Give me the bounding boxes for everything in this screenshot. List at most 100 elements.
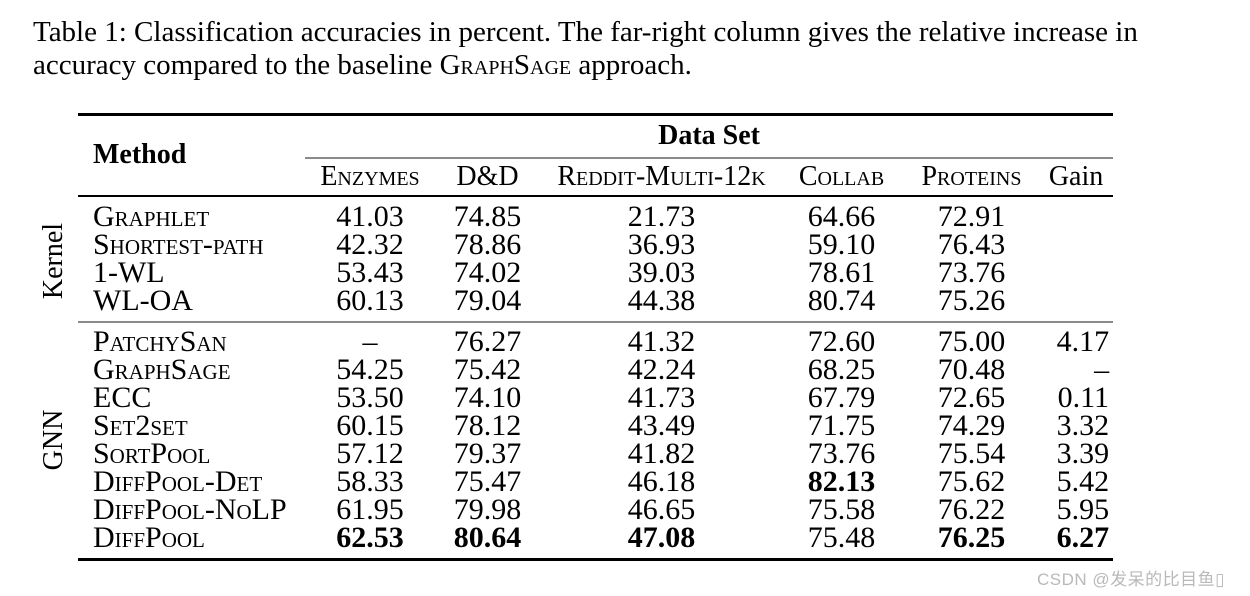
table-row: SortPool 57.12 79.37 41.82 73.76 75.54 3… xyxy=(78,436,1113,470)
value-cell: 72.65 xyxy=(937,380,1006,414)
value-cell: 74.10 xyxy=(453,380,522,414)
table-caption: Table 1: Classification accuracies in pe… xyxy=(33,16,1208,82)
value-cell: 67.79 xyxy=(807,380,876,414)
table-row: DiffPool-NoLP 61.95 79.98 46.65 75.58 76… xyxy=(78,492,1113,526)
gain-cell: 3.39 xyxy=(1056,436,1110,470)
gain-cell: 3.32 xyxy=(1056,408,1110,442)
value-cell: 80.64 xyxy=(453,520,522,554)
table-row: WL-OA 60.13 79.04 44.38 80.74 75.26 xyxy=(78,285,1114,323)
value-cell: 41.82 xyxy=(627,436,696,470)
method-cell: Set2set xyxy=(93,408,188,442)
value-cell: 44.38 xyxy=(540,285,783,323)
value-cell: 47.08 xyxy=(627,520,696,554)
value-cell: 21.73 xyxy=(627,199,696,233)
value-cell: 70.48 xyxy=(937,352,1006,386)
value-cell: 68.25 xyxy=(807,352,876,386)
value-cell: 72.91 xyxy=(937,199,1006,233)
value-cell: 75.42 xyxy=(453,352,522,386)
method-cell: DiffPool xyxy=(93,520,205,554)
method-cell: ECC xyxy=(93,380,152,414)
method-cell: Graphlet xyxy=(93,199,210,233)
value-cell: 74.29 xyxy=(937,408,1006,442)
value-cell: 72.60 xyxy=(807,324,876,358)
row-group-label-kernel: Kernel xyxy=(38,222,69,300)
results-table: Method Data Set Enzymes D&D Reddit-Multi… xyxy=(78,113,1114,561)
method-cell: SortPool xyxy=(93,436,211,470)
gain-cell xyxy=(1043,259,1113,287)
gain-cell: 5.95 xyxy=(1056,492,1110,526)
caption-text: approach. xyxy=(571,49,692,81)
method-cell: DiffPool-NoLP xyxy=(93,492,287,526)
value-cell: 60.13 xyxy=(305,285,435,323)
table-row: DiffPool-Det 58.33 75.47 46.18 82.13 75.… xyxy=(78,464,1113,498)
table-row: 1-WL 53.43 74.02 39.03 78.61 73.76 xyxy=(78,255,1113,289)
gain-cell: 0.11 xyxy=(1057,380,1110,414)
table-row: GraphSage 54.25 75.42 42.24 68.25 70.48 … xyxy=(78,352,1113,386)
value-cell: 76.25 xyxy=(937,520,1006,554)
value-cell: 75.62 xyxy=(937,464,1006,498)
gain-cell: 6.27 xyxy=(1056,520,1110,554)
value-cell: 54.25 xyxy=(336,352,404,386)
gain-cell: – xyxy=(1094,352,1110,386)
value-cell: 36.93 xyxy=(627,227,696,261)
column-header-proteins: Proteins xyxy=(900,157,1043,197)
value-cell: 46.65 xyxy=(627,492,696,526)
column-header-collab: Collab xyxy=(783,157,900,197)
value-cell: 64.66 xyxy=(807,199,876,233)
value-cell: 76.27 xyxy=(453,324,522,358)
value-cell: 71.75 xyxy=(807,408,876,442)
value-cell: 75.26 xyxy=(900,285,1043,323)
column-header-gain: Gain xyxy=(1043,157,1114,197)
caption-graphsage-smallcaps: GraphSage xyxy=(439,49,572,81)
table-row: PatchySan – 76.27 41.32 72.60 75.00 4.17 xyxy=(78,322,1113,356)
table-row: Graphlet 41.03 74.85 21.73 64.66 72.91 xyxy=(78,196,1113,231)
value-cell: 78.86 xyxy=(453,227,522,261)
value-cell: 74.02 xyxy=(453,255,522,289)
value-cell: 39.03 xyxy=(627,255,696,289)
value-cell: 78.61 xyxy=(807,255,876,289)
gain-cell: 5.42 xyxy=(1056,464,1110,498)
column-header-dd: D&D xyxy=(435,157,540,197)
value-cell: 75.58 xyxy=(807,492,876,526)
value-cell: 53.43 xyxy=(336,255,404,289)
method-cell: DiffPool-Det xyxy=(93,464,263,498)
value-cell: 46.18 xyxy=(627,464,696,498)
row-group-label-gnn: GNN xyxy=(38,409,69,471)
group-header-row: Method Data Set xyxy=(78,114,1114,197)
value-cell: 75.00 xyxy=(937,324,1006,358)
value-cell: 60.15 xyxy=(336,408,404,442)
method-cell: WL-OA xyxy=(78,285,305,323)
value-cell: 42.32 xyxy=(336,227,404,261)
method-cell: GraphSage xyxy=(93,352,231,386)
table-row: ECC 53.50 74.10 41.73 67.79 72.65 0.11 xyxy=(78,380,1113,414)
gain-cell: 4.17 xyxy=(1056,324,1110,358)
value-cell: 53.50 xyxy=(336,380,404,414)
column-header-enzymes: Enzymes xyxy=(305,157,435,197)
dataset-group-header: Data Set xyxy=(305,114,1114,159)
method-cell: PatchySan xyxy=(93,324,227,358)
value-cell: 76.22 xyxy=(937,492,1006,526)
column-header-reddit-multi-12k: Reddit-Multi-12k xyxy=(540,157,783,197)
gain-cell xyxy=(1043,196,1113,231)
value-cell: 43.49 xyxy=(627,408,696,442)
value-cell: 41.32 xyxy=(627,324,696,358)
gain-cell xyxy=(1043,286,1114,323)
table-row: DiffPool 62.53 80.64 47.08 75.48 76.25 6… xyxy=(78,520,1113,560)
value-cell: – xyxy=(362,324,378,358)
method-cell: Shortest-path xyxy=(93,227,264,261)
caption-text: Table 1: Classification accuracies in pe… xyxy=(33,16,1138,81)
value-cell: 42.24 xyxy=(627,352,696,386)
value-cell: 62.53 xyxy=(336,520,404,554)
value-cell: 75.48 xyxy=(807,520,876,554)
method-column-header: Method xyxy=(78,114,305,197)
value-cell: 75.54 xyxy=(937,436,1006,470)
value-cell: 75.47 xyxy=(453,464,522,498)
value-cell: 41.73 xyxy=(627,380,696,414)
value-cell: 78.12 xyxy=(453,408,522,442)
csdn-watermark: CSDN @发呆的比目鱼▯ xyxy=(1036,570,1225,589)
value-cell: 61.95 xyxy=(336,492,404,526)
value-cell: 79.04 xyxy=(435,285,540,323)
value-cell: 80.74 xyxy=(783,285,900,323)
value-cell: 58.33 xyxy=(336,464,404,498)
